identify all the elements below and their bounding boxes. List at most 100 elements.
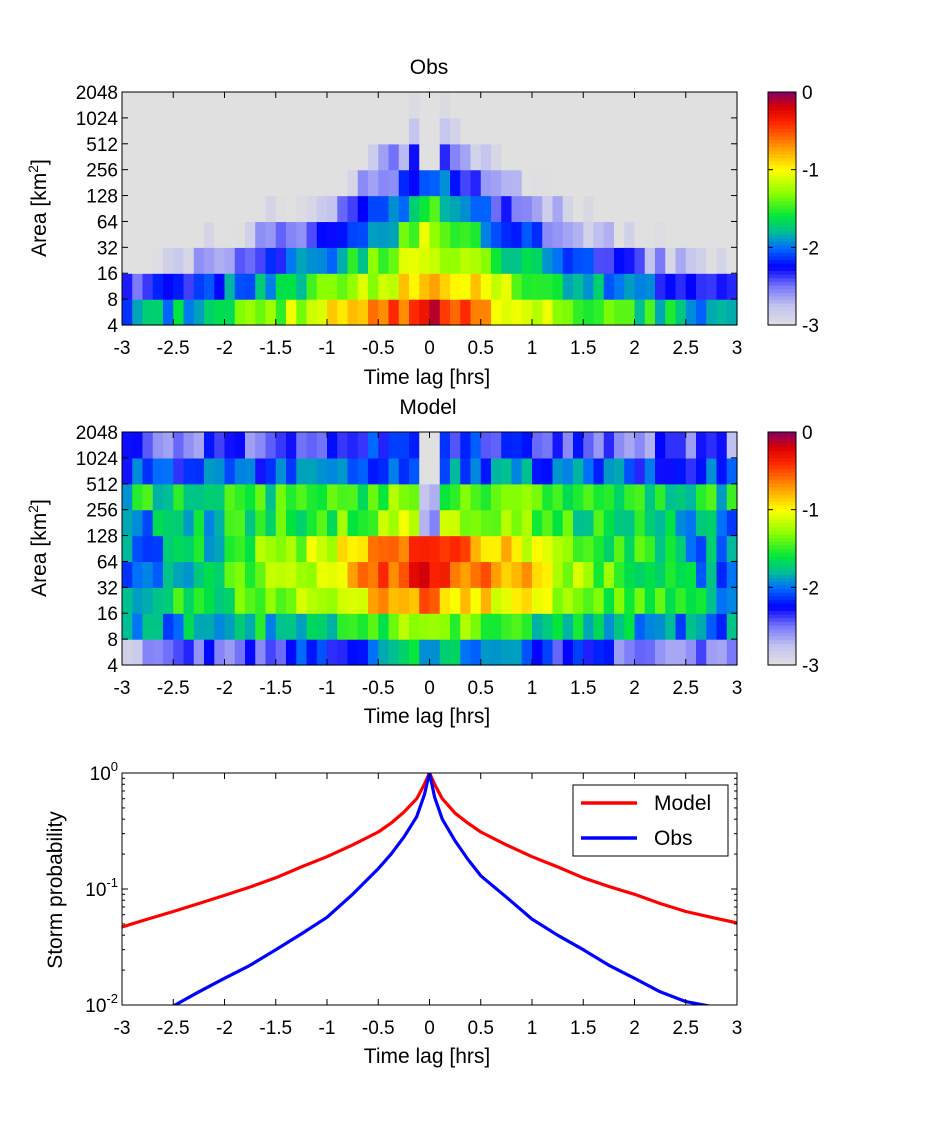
heatmap-cell — [716, 92, 728, 119]
colorbar-segment — [768, 204, 796, 210]
colorbar-segment — [768, 212, 796, 217]
heatmap-cell — [614, 535, 625, 563]
heatmap-cell — [439, 273, 451, 300]
heatmap-cell — [142, 169, 154, 197]
colorbar-segment — [768, 650, 796, 655]
colorbar-segment — [768, 255, 796, 261]
heatmap-cell — [562, 509, 574, 537]
y-tick-label: 10-1 — [85, 875, 118, 901]
heatmap-cell — [624, 432, 636, 459]
heatmap-cell — [532, 509, 543, 537]
heatmap-cell — [655, 509, 666, 537]
heatmap-cell — [521, 299, 533, 326]
heatmap-cell — [214, 92, 226, 119]
heatmap-cell — [286, 273, 297, 300]
heatmap-cell — [316, 483, 328, 511]
heatmap-cell — [552, 561, 564, 588]
heatmap-cell — [296, 169, 308, 197]
heatmap-cell — [265, 587, 277, 614]
heatmap-cell — [685, 143, 697, 171]
colorbar-segment — [768, 270, 796, 275]
heatmap-cell — [624, 587, 636, 614]
heatmap-cell — [255, 457, 267, 485]
heatmap-cell — [583, 587, 595, 614]
heatmap-cell — [122, 535, 133, 563]
heatmap-cell — [204, 143, 215, 171]
heatmap-cell — [347, 561, 359, 588]
heatmap-cell — [327, 247, 338, 274]
line-series — [122, 773, 737, 1005]
heatmap-cell — [521, 273, 533, 300]
heatmap-cell — [347, 613, 359, 640]
colorbar-segment — [768, 179, 796, 184]
heatmap-cell — [398, 92, 410, 119]
heatmap-cell — [644, 432, 656, 459]
heatmap-cell — [603, 273, 615, 300]
heatmap-cell — [173, 92, 185, 119]
heatmap-cell — [357, 457, 369, 485]
heatmap-cell — [501, 457, 513, 485]
heatmap-cell — [193, 432, 205, 459]
y-tick-label: 1024 — [76, 449, 119, 470]
heatmap-cell — [245, 535, 256, 563]
heatmap-cell — [286, 613, 297, 640]
heatmap-cell — [286, 457, 297, 485]
heatmap-cell — [501, 587, 513, 614]
heatmap-cell — [193, 117, 205, 145]
heatmap-cell — [603, 639, 615, 666]
heatmap-cell — [593, 195, 605, 223]
heatmap-cell — [470, 92, 482, 119]
heatmap-cell — [593, 587, 605, 614]
heatmap-cell — [163, 483, 174, 511]
heatmap-cell — [542, 587, 554, 614]
heatmap-cell — [491, 483, 502, 511]
heatmap-cell — [132, 273, 144, 300]
colorbar-segment — [768, 526, 796, 531]
heatmap-cell — [511, 299, 523, 326]
heatmap-cell — [419, 221, 431, 248]
heatmap-cell — [388, 432, 400, 459]
heatmap-cell — [142, 509, 154, 537]
heatmap-cell — [368, 587, 379, 614]
heatmap-cell — [368, 195, 379, 223]
heatmap-cell — [265, 561, 277, 588]
colorbar-segment — [768, 237, 796, 242]
heatmap-cell — [173, 639, 185, 666]
heatmap-cell — [470, 483, 482, 511]
heatmap-cell — [255, 535, 267, 563]
heatmap-cell — [204, 535, 215, 563]
heatmap-cell — [726, 169, 738, 197]
colorbar-tick-label: -1 — [802, 501, 819, 522]
heatmap-cell — [491, 273, 502, 300]
heatmap-cell — [357, 639, 369, 666]
heatmap-cell — [480, 457, 492, 485]
colorbar-segment — [768, 288, 796, 293]
heatmap-cell — [419, 273, 431, 300]
heatmap-cell — [696, 432, 707, 459]
heatmap-cell — [726, 273, 738, 300]
heatmap-cell — [255, 483, 267, 511]
x-tick-label: 1.5 — [570, 1018, 596, 1039]
heatmap-cell — [419, 457, 431, 485]
colorbar-segment — [768, 259, 796, 264]
heatmap-cell — [593, 613, 605, 640]
heatmap-cell — [286, 561, 297, 588]
heatmap-cell — [521, 92, 533, 119]
heatmap-cell — [675, 509, 687, 537]
colorbar-segment — [768, 435, 796, 440]
heatmap-cell — [552, 457, 564, 485]
heatmap-cell — [429, 432, 441, 459]
heatmap-cell — [142, 143, 154, 171]
x-tick-label: 0 — [424, 678, 435, 699]
heatmap-cell — [521, 535, 533, 563]
heatmap-cell — [142, 273, 154, 300]
heatmap-cell — [593, 299, 605, 326]
heatmap-cell — [193, 613, 205, 640]
heatmap-cell — [122, 483, 133, 511]
model-y-ticks: 4 8 16 32 64 128 256 512 1024 2048 — [76, 423, 737, 677]
heatmap-cell — [716, 509, 728, 537]
heatmap-cell — [286, 143, 297, 171]
heatmap-cell — [255, 639, 267, 666]
heatmap-cell — [726, 535, 738, 563]
heatmap-cell — [347, 92, 359, 119]
